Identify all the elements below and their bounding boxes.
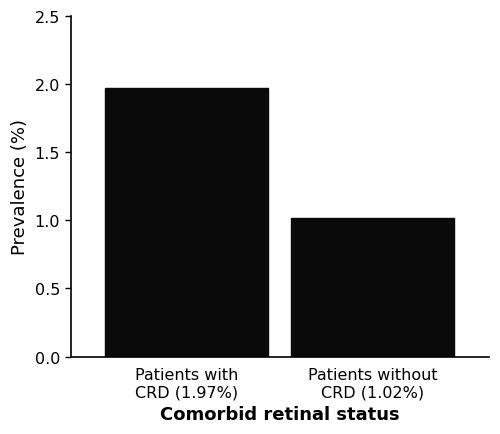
X-axis label: Comorbid retinal status: Comorbid retinal status bbox=[160, 405, 400, 423]
Bar bbox=[106, 89, 268, 357]
Y-axis label: Prevalence (%): Prevalence (%) bbox=[11, 119, 29, 255]
Bar bbox=[292, 218, 454, 357]
